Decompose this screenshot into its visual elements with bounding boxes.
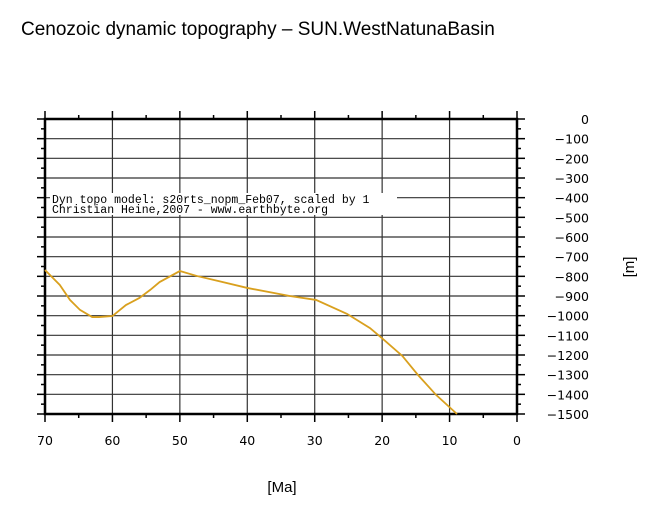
x-axis-label: [Ma] — [267, 479, 296, 496]
y-tick-label: −600 — [555, 230, 589, 245]
plot-frame — [43, 117, 519, 416]
y-tick-label: −500 — [555, 210, 589, 225]
y-tick-label: −700 — [555, 250, 589, 265]
x-tick-label: 0 — [513, 433, 521, 448]
y-tick-label: −200 — [555, 151, 589, 166]
x-tick-label: 60 — [104, 433, 120, 448]
x-tick-label: 30 — [307, 433, 323, 448]
annotation-text: Dyn topo model: s20rts_nopm_Feb07, scale… — [52, 194, 370, 207]
y-tick-label: −800 — [555, 269, 589, 284]
x-tick-label: 50 — [172, 433, 188, 448]
annotation-background — [50, 193, 397, 215]
y-tick-label: −1300 — [547, 368, 589, 383]
y-tick-label: −900 — [555, 289, 589, 304]
chart-title: Cenozoic dynamic topography – SUN.WestNa… — [21, 19, 495, 40]
series-line — [44, 269, 458, 415]
y-tick-label: 0 — [581, 112, 589, 127]
y-tick-label: −100 — [555, 132, 589, 147]
y-tick-label: −300 — [555, 171, 589, 186]
x-tick-label: 40 — [239, 433, 255, 448]
x-tick-label: 10 — [442, 433, 458, 448]
annotation-text: Christian Heine,2007 - www.earthbyte.org — [52, 204, 328, 217]
y-tick-label: −1100 — [547, 328, 589, 343]
y-tick-label: −400 — [555, 191, 589, 206]
x-tick-label: 70 — [37, 433, 53, 448]
y-axis-label: [m] — [621, 257, 638, 278]
x-tick-label: 20 — [374, 433, 390, 448]
y-tick-label: −1400 — [547, 387, 589, 402]
y-tick-label: −1500 — [547, 407, 589, 422]
y-tick-label: −1200 — [547, 348, 589, 363]
y-tick-label: −1000 — [547, 309, 589, 324]
